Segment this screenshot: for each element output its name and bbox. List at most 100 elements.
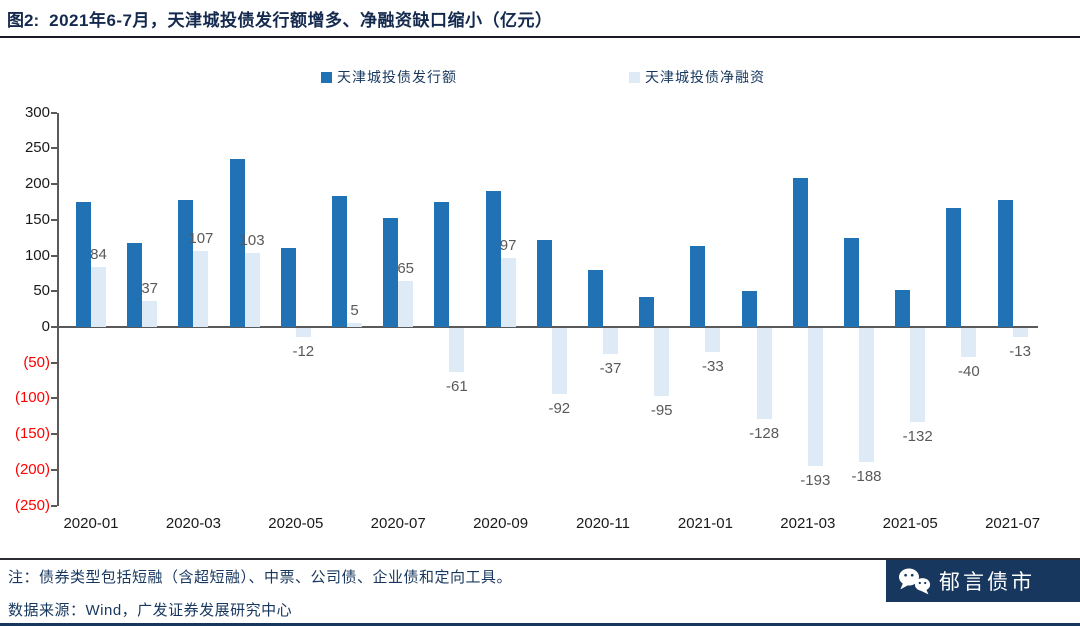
legend-swatch-issuance — [321, 71, 332, 83]
bar-netfinancing-2021-02 — [756, 328, 772, 420]
bar-netfinancing-2020-11 — [603, 328, 618, 355]
y-axis-tick-label: 0 — [41, 318, 50, 335]
data-label-netfinancing-2020-06: 5 — [350, 302, 359, 320]
data-label-netfinancing-2021-01: -33 — [702, 357, 724, 375]
bar-netfinancing-2020-07 — [398, 280, 414, 327]
bar-issuance-2020-01 — [76, 201, 91, 327]
data-label-netfinancing-2020-11: -37 — [599, 360, 622, 378]
bar-netfinancing-2020-02 — [142, 300, 158, 327]
legend-item-issuance: 天津城投债发行额 — [321, 69, 457, 85]
data-label-netfinancing-2020-03: 107 — [188, 229, 214, 247]
y-axis-tick — [51, 361, 57, 364]
bar-issuance-2020-04 — [229, 159, 245, 327]
x-axis-label-2020-03: 2020-03 — [165, 515, 221, 532]
x-axis-label-2021-07: 2021-07 — [985, 515, 1041, 532]
bar-issuance-2021-03 — [792, 178, 808, 327]
data-label-netfinancing-2021-04: -188 — [851, 468, 882, 486]
bar-netfinancing-2020-10 — [551, 328, 567, 394]
header-divider — [0, 36, 1080, 38]
data-label-netfinancing-2021-05: -132 — [902, 428, 933, 446]
x-axis-label-2020-11: 2020-11 — [576, 515, 630, 532]
y-axis-tick-label: 50 — [33, 282, 50, 300]
y-axis-tick-label: (250) — [14, 496, 50, 514]
y-axis-tick-label: 150 — [24, 210, 50, 228]
data-label-netfinancing-2020-09: 97 — [499, 236, 517, 254]
bar-netfinancing-2021-04 — [859, 328, 874, 463]
bar-netfinancing-2021-01 — [705, 328, 721, 352]
bar-issuance-2021-05 — [895, 289, 911, 327]
bar-issuance-2020-10 — [536, 239, 552, 327]
figure-number: 图2: — [7, 10, 40, 30]
figure-header: 图2: 2021年6-7月，天津城投债发行额增多、净融资缺口缩小（亿元） — [0, 0, 1080, 36]
x-axis-label-2020-05: 2020-05 — [268, 515, 324, 532]
legend-item-netfinancing: 天津城投债净融资 — [629, 69, 765, 85]
zero-baseline — [58, 326, 1038, 328]
y-axis-tick-label: (100) — [14, 389, 50, 407]
y-axis-tick-label: 200 — [24, 175, 50, 193]
figure-title: 2021年6-7月，天津城投债发行额增多、净融资缺口缩小（亿元） — [49, 10, 553, 30]
y-axis-tick-label: 250 — [24, 139, 50, 157]
bar-netfinancing-2021-06 — [961, 328, 977, 357]
data-label-netfinancing-2020-02: 37 — [141, 279, 159, 297]
data-label-netfinancing-2020-05: -12 — [292, 342, 315, 360]
y-axis-tick — [51, 504, 57, 507]
bar-issuance-2021-07 — [997, 199, 1013, 327]
footer-divider — [0, 558, 1080, 560]
y-axis-tick — [51, 326, 57, 328]
bar-issuance-2020-07 — [383, 218, 399, 327]
bar-netfinancing-2020-05 — [295, 328, 311, 337]
bar-issuance-2021-01 — [690, 245, 706, 327]
bar-issuance-2020-09 — [485, 191, 501, 327]
x-axis-label-2021-03: 2021-03 — [780, 515, 836, 532]
y-axis-line — [57, 112, 59, 506]
y-axis-tick-label: (200) — [14, 460, 50, 478]
legend-swatch-netfinancing — [629, 71, 640, 83]
y-axis-tick-label: (50) — [23, 353, 50, 371]
data-label-netfinancing-2020-10: -92 — [548, 399, 571, 417]
wechat-icon — [899, 568, 931, 595]
data-label-netfinancing-2020-04: 103 — [239, 232, 265, 250]
data-label-netfinancing-2020-01: 84 — [90, 245, 107, 263]
bar-netfinancing-2020-03 — [193, 250, 209, 327]
bar-netfinancing-2020-04 — [244, 253, 260, 327]
bar-netfinancing-2021-03 — [807, 328, 823, 466]
x-axis-label-2020-01: 2020-01 — [63, 515, 119, 532]
data-label-netfinancing-2021-06: -40 — [958, 362, 980, 380]
bar-issuance-2020-02 — [127, 242, 143, 327]
y-axis-tick — [51, 218, 57, 221]
y-axis-tick-label: (150) — [14, 425, 50, 443]
bar-issuance-2020-11 — [588, 269, 603, 327]
y-axis-tick-label: 300 — [24, 103, 50, 121]
y-axis-tick — [51, 397, 57, 400]
data-label-netfinancing-2021-03: -193 — [800, 471, 831, 489]
x-axis-label-2020-09: 2020-09 — [473, 515, 529, 532]
x-axis-label-2021-05: 2021-05 — [882, 515, 938, 532]
bar-netfinancing-2020-01 — [91, 266, 106, 327]
bar-issuance-2020-12 — [639, 296, 655, 327]
bar-netfinancing-2020-09 — [500, 257, 516, 327]
bar-issuance-2020-03 — [178, 199, 194, 327]
bar-netfinancing-2021-05 — [910, 328, 926, 423]
bottom-border — [0, 623, 1080, 626]
bar-issuance-2021-04 — [844, 238, 859, 327]
y-axis-tick-label: 100 — [24, 246, 50, 264]
bar-issuance-2020-05 — [280, 248, 296, 327]
brand-logo: 郁言债市 — [886, 560, 1080, 602]
x-axis-label-2021-01: 2021-01 — [677, 515, 733, 532]
bar-issuance-2020-06 — [332, 196, 347, 327]
data-label-netfinancing-2021-07: -13 — [1009, 343, 1031, 361]
data-label-netfinancing-2020-08: -61 — [446, 377, 468, 395]
bar-netfinancing-2020-08 — [449, 328, 465, 372]
y-axis-tick — [51, 183, 57, 186]
bar-netfinancing-2020-12 — [654, 328, 670, 396]
y-axis-tick — [51, 468, 57, 471]
data-label-netfinancing-2021-02: -128 — [749, 425, 780, 443]
y-axis-tick — [51, 433, 57, 436]
y-axis-tick — [51, 111, 57, 114]
data-source: 数据来源：Wind，广发证券发展研究中心 — [8, 602, 293, 619]
legend-label-issuance: 天津城投债发行额 — [337, 69, 457, 85]
footnote: 注：债券类型包括短融（含超短融）、中票、公司债、企业债和定向工具。 — [8, 569, 513, 586]
bar-issuance-2021-06 — [946, 208, 962, 327]
y-axis-tick — [51, 254, 57, 257]
